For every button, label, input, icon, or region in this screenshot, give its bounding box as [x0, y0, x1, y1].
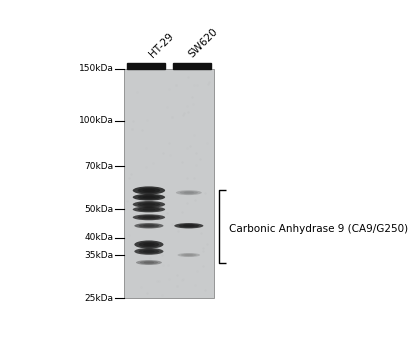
Ellipse shape	[174, 223, 204, 229]
Ellipse shape	[138, 188, 160, 193]
Ellipse shape	[134, 223, 163, 229]
Ellipse shape	[176, 190, 202, 195]
Ellipse shape	[144, 261, 154, 264]
Ellipse shape	[134, 248, 163, 255]
Text: Carbonic Anhydrase 9 (CA9/G250): Carbonic Anhydrase 9 (CA9/G250)	[229, 224, 408, 234]
Ellipse shape	[184, 254, 194, 256]
Text: 50kDa: 50kDa	[85, 205, 114, 214]
Ellipse shape	[133, 194, 165, 201]
Ellipse shape	[133, 201, 165, 208]
Bar	[173, 63, 211, 69]
Text: HT-29: HT-29	[147, 31, 176, 59]
Text: 100kDa: 100kDa	[79, 116, 114, 125]
Text: 150kDa: 150kDa	[79, 64, 114, 74]
Text: 40kDa: 40kDa	[85, 233, 114, 243]
Ellipse shape	[143, 208, 155, 211]
Ellipse shape	[143, 189, 155, 192]
Ellipse shape	[180, 191, 198, 194]
Ellipse shape	[143, 216, 155, 218]
Ellipse shape	[133, 214, 165, 220]
Ellipse shape	[183, 225, 195, 227]
Ellipse shape	[184, 192, 194, 194]
Ellipse shape	[143, 243, 155, 246]
Ellipse shape	[181, 254, 197, 257]
Ellipse shape	[143, 196, 155, 198]
Ellipse shape	[140, 261, 158, 264]
Ellipse shape	[133, 187, 165, 195]
Ellipse shape	[143, 225, 155, 227]
Bar	[127, 63, 165, 69]
Ellipse shape	[138, 207, 160, 211]
Ellipse shape	[143, 203, 155, 206]
Ellipse shape	[138, 215, 160, 219]
Text: 35kDa: 35kDa	[85, 251, 114, 259]
Ellipse shape	[138, 202, 160, 207]
Text: SW620: SW620	[187, 26, 220, 59]
Ellipse shape	[139, 249, 159, 254]
Ellipse shape	[136, 260, 162, 265]
Ellipse shape	[143, 250, 155, 253]
Ellipse shape	[178, 253, 200, 257]
Ellipse shape	[139, 241, 159, 247]
FancyBboxPatch shape	[124, 69, 214, 298]
Text: 25kDa: 25kDa	[85, 294, 114, 302]
Ellipse shape	[138, 195, 160, 199]
Text: 70kDa: 70kDa	[85, 162, 114, 171]
Ellipse shape	[178, 224, 199, 228]
Ellipse shape	[133, 206, 165, 212]
Ellipse shape	[139, 224, 159, 228]
Ellipse shape	[134, 240, 163, 248]
